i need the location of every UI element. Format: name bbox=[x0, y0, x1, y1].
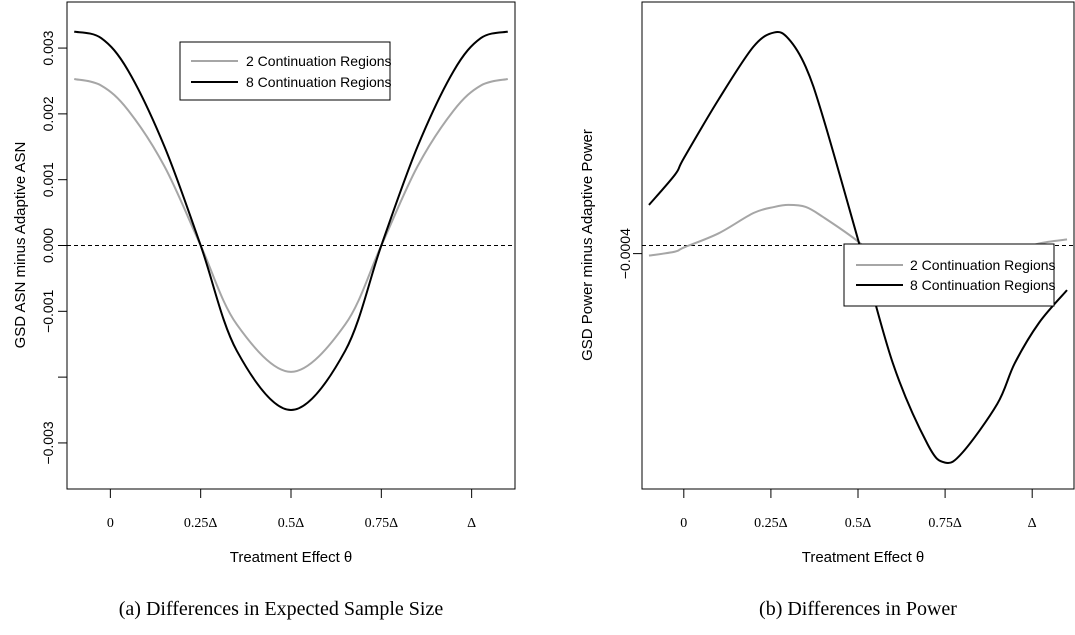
panel-b-power: 0 0.25Δ 0.5Δ 0.75Δ Δ −0.0004 2 Continuation … bbox=[579, 1, 1075, 620]
x-tick-label-b-0: 0 bbox=[680, 516, 687, 531]
y-tick-label-a-3: 0.000 bbox=[40, 228, 56, 263]
x-axis-a: 0 0.25Δ 0.5Δ 0.75Δ Δ bbox=[107, 489, 476, 531]
x-tick-label-b-4: Δ bbox=[1028, 516, 1037, 531]
y-axis-label-a: GSD ASN minus Adaptive ASN bbox=[12, 142, 29, 349]
caption-a: (a) Differences in Expected Sample Size bbox=[119, 598, 444, 620]
x-axis-label-a: Treatment Effect θ bbox=[230, 549, 353, 566]
panel-a-expected-sample-size: 0 0.25Δ 0.5Δ 0.75Δ Δ −0.003 −0.001 0.000 0.001 0… bbox=[12, 1, 516, 620]
legend-label-b-0: 2 Continuation Regions bbox=[910, 257, 1056, 273]
y-tick-label-a-5: 0.002 bbox=[40, 96, 56, 131]
x-tick-label-a-4: Δ bbox=[467, 516, 476, 531]
y-axis-b: −0.0004 bbox=[617, 228, 642, 279]
x-tick-label-b-3: 0.75Δ bbox=[928, 516, 962, 531]
y-tick-label-a-6: 0.003 bbox=[40, 30, 56, 65]
y-tick-label-a-0: −0.003 bbox=[40, 421, 56, 464]
series-group-a bbox=[73, 30, 509, 412]
legend-box-a bbox=[179, 41, 391, 101]
legend-label-a-0: 2 Continuation Regions bbox=[246, 53, 392, 69]
x-tick-label-a-3: 0.75Δ bbox=[365, 516, 399, 531]
x-tick-label-a-2: 0.5Δ bbox=[278, 516, 305, 531]
x-axis-label-b: Treatment Effect θ bbox=[802, 549, 925, 566]
x-tick-label-b-2: 0.5Δ bbox=[845, 516, 872, 531]
series-line-a-1 bbox=[73, 30, 509, 412]
y-axis-label-b: GSD Power minus Adaptive Power bbox=[579, 129, 596, 361]
y-axis-a: −0.003 −0.001 0.000 0.001 0.002 0.003 bbox=[40, 30, 67, 465]
legend-label-a-1: 8 Continuation Regions bbox=[246, 74, 392, 90]
y-tick-label-b-0: −0.0004 bbox=[617, 228, 633, 279]
x-axis-b: 0 0.25Δ 0.5Δ 0.75Δ Δ bbox=[680, 489, 1037, 531]
x-tick-label-b-1: 0.25Δ bbox=[754, 516, 788, 531]
x-tick-label-a-1: 0.25Δ bbox=[184, 516, 218, 531]
legend-a: 2 Continuation Regions 8 Continuation Re… bbox=[179, 41, 392, 101]
legend-label-b-1: 8 Continuation Regions bbox=[910, 277, 1056, 293]
y-tick-label-a-4: 0.001 bbox=[40, 162, 56, 197]
series-line-b-1 bbox=[648, 31, 1068, 464]
legend-b: 2 Continuation Regions 8 Continuation Re… bbox=[843, 243, 1056, 307]
y-tick-label-a-2: −0.001 bbox=[40, 289, 56, 332]
x-tick-label-a-0: 0 bbox=[107, 516, 114, 531]
caption-b: (b) Differences in Power bbox=[759, 598, 957, 620]
legend-box-b bbox=[843, 243, 1055, 307]
series-line-a-0 bbox=[73, 78, 509, 373]
